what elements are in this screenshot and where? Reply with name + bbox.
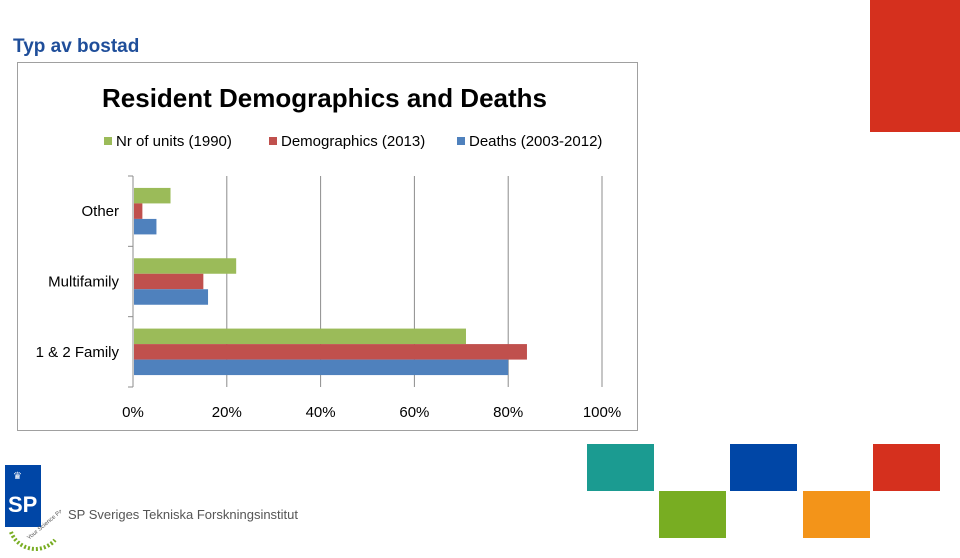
org-name: SP Sveriges Tekniska Forskningsinstitut (68, 507, 299, 522)
bar (134, 218, 157, 235)
slide-title: Typ av bostad (13, 36, 140, 57)
legend-swatch (269, 137, 277, 145)
legend-label: Nr of units (1990) (116, 133, 232, 150)
bar (134, 344, 527, 360)
legend-swatch (104, 137, 112, 145)
teal-square (587, 444, 654, 491)
bar (134, 258, 237, 274)
x-tick-label: 60% (399, 404, 429, 421)
x-tick-label: 100% (583, 404, 621, 421)
bar (134, 273, 204, 290)
logo-text: SP (8, 492, 37, 517)
crown-icon: ♛ (13, 471, 22, 482)
legend-swatch (457, 137, 465, 145)
category-label: Other (81, 203, 119, 220)
chart: Resident Demographics and Deaths Nr of u… (36, 83, 622, 421)
green-square (659, 491, 726, 538)
legend-label: Deaths (2003-2012) (469, 133, 602, 150)
x-tick-label: 40% (306, 404, 336, 421)
red-square (873, 444, 940, 491)
bar (134, 359, 509, 376)
x-tick-label: 20% (212, 404, 242, 421)
red-corner-block (870, 0, 960, 132)
category-label: 1 & 2 Family (36, 344, 120, 361)
bar (134, 203, 143, 219)
orange-square (803, 491, 870, 538)
category-label: Multifamily (48, 274, 119, 291)
chart-title: Resident Demographics and Deaths (102, 83, 547, 113)
legend-label: Demographics (2013) (281, 133, 425, 150)
chart-frame: Resident Demographics and Deaths Nr of u… (17, 62, 638, 431)
bar (134, 328, 466, 345)
x-tick-label: 0% (122, 404, 144, 421)
bar (134, 289, 209, 305)
x-tick-label: 80% (493, 404, 523, 421)
blue-square (730, 444, 797, 491)
logo-shield (5, 465, 41, 527)
sp-logo: ♛ SP Your Science Partner (5, 465, 61, 551)
bar (134, 187, 171, 204)
